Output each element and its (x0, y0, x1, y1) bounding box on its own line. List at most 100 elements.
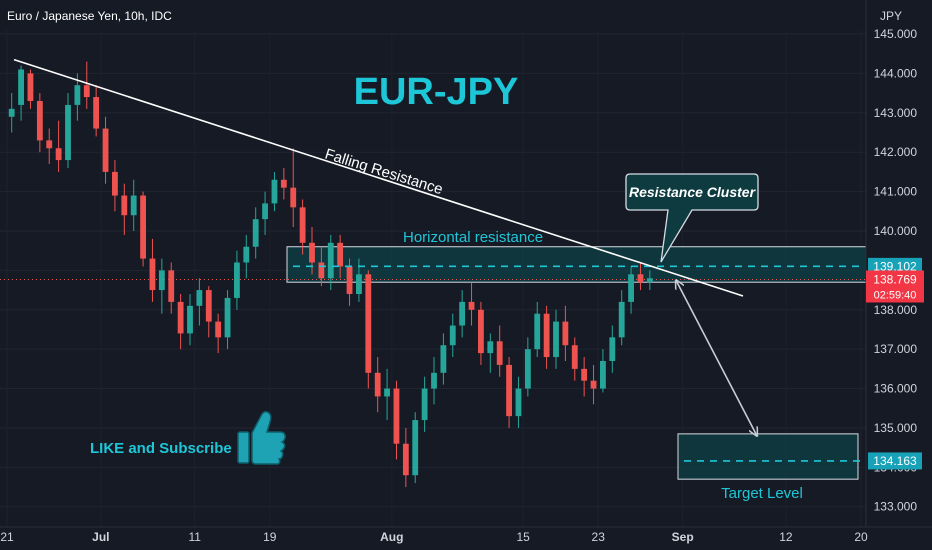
candle (149, 238, 156, 302)
price-tick-label: 140.000 (874, 224, 918, 238)
candle (224, 290, 231, 350)
candle-body (243, 246, 250, 263)
candle-body (356, 274, 362, 295)
candle (252, 207, 259, 259)
candle (646, 270, 653, 291)
candle-body (280, 179, 287, 188)
price-tick-label: 145.000 (874, 27, 918, 41)
candle-body (252, 219, 259, 247)
candle (628, 266, 634, 314)
candle (168, 262, 175, 314)
candle (46, 128, 53, 165)
price-tick-label: 144.000 (874, 66, 918, 80)
candle-body (628, 274, 634, 302)
candle-body (374, 372, 381, 397)
candle (271, 171, 278, 212)
candle-body (130, 195, 137, 216)
candle-body (83, 85, 90, 98)
price-tick-label: 136.000 (874, 382, 918, 396)
candle-body (524, 349, 531, 389)
candle-body (168, 270, 175, 302)
candle (637, 262, 644, 291)
candle-body (553, 321, 559, 358)
candle-body (215, 321, 222, 338)
candle-body (290, 187, 297, 208)
main-title: EUR-JPY (354, 71, 519, 113)
candle (18, 65, 24, 121)
candle-body (121, 195, 128, 216)
candle (571, 337, 578, 381)
time-tick-label: 21 (0, 530, 14, 544)
candle (562, 305, 569, 361)
candle (36, 93, 43, 153)
current-badge-bg (866, 270, 924, 303)
candle-body (102, 128, 109, 172)
candle-body (27, 73, 34, 101)
candle (205, 286, 212, 338)
time-axis-ticks: 21 Jul 11 19 Aug 15 23 Sep 12 20 (0, 530, 868, 544)
thumbs-up-icon (236, 408, 288, 466)
candle (262, 191, 268, 235)
candle (8, 93, 15, 133)
candle-body (262, 203, 268, 220)
candle (74, 73, 81, 121)
candle-body (46, 140, 53, 149)
candle-body (581, 368, 588, 381)
candle (55, 120, 62, 172)
price-tick-label: 135.000 (874, 421, 918, 435)
candle-body (609, 337, 616, 361)
resistance-price-label: 139.102 (873, 259, 917, 273)
resistance-cluster-callout: Resistance Cluster (625, 173, 759, 263)
candle-body (637, 274, 644, 283)
candle (543, 305, 550, 369)
candle (243, 234, 250, 279)
candle (468, 282, 475, 326)
time-tick-label: Sep (672, 530, 694, 544)
candle-body (468, 301, 475, 310)
candle-body (506, 364, 512, 417)
resistance-cluster-label: Resistance Cluster (629, 184, 757, 200)
candle (280, 167, 287, 200)
candle (459, 290, 466, 338)
candle-body (543, 313, 550, 358)
candle-body (271, 179, 278, 204)
candle-body (205, 290, 212, 322)
candle-body (149, 258, 156, 291)
candle (402, 427, 409, 488)
candle-body (496, 341, 503, 365)
candle-body (459, 301, 466, 326)
candle-body (346, 266, 353, 295)
candle (112, 160, 118, 212)
candle-body (449, 325, 456, 346)
time-tick-label: 19 (263, 530, 277, 544)
candle-body (600, 360, 606, 389)
price-tick-label: 143.000 (874, 106, 918, 120)
candle-body (515, 388, 522, 417)
price-tick-label: 141.000 (874, 185, 918, 199)
candle (440, 333, 447, 385)
candle (93, 85, 100, 137)
candle-body (55, 148, 62, 161)
candle-body (327, 242, 334, 279)
candle (534, 301, 541, 358)
candle-body (140, 195, 146, 259)
target-price-badge: 134.163 (868, 452, 922, 470)
price-tick-label: 133.000 (874, 500, 918, 514)
time-tick-label: 23 (592, 530, 606, 544)
candle (581, 357, 588, 397)
candle-body (65, 104, 71, 161)
candle-body (571, 345, 578, 369)
price-tick-label: 142.000 (874, 145, 918, 159)
candle (553, 309, 559, 369)
candle-body (74, 85, 81, 105)
candle-body (93, 97, 100, 129)
candle (177, 294, 184, 350)
candle (65, 93, 71, 168)
candle-body (18, 69, 24, 105)
horizontal-resistance-label: Horizontal resistance (403, 229, 543, 246)
candle-body (562, 321, 569, 346)
candle (290, 148, 297, 228)
time-tick-label: 12 (779, 530, 793, 544)
time-tick-label: 20 (854, 530, 868, 544)
like-subscribe-label: LIKE and Subscribe (90, 440, 232, 457)
